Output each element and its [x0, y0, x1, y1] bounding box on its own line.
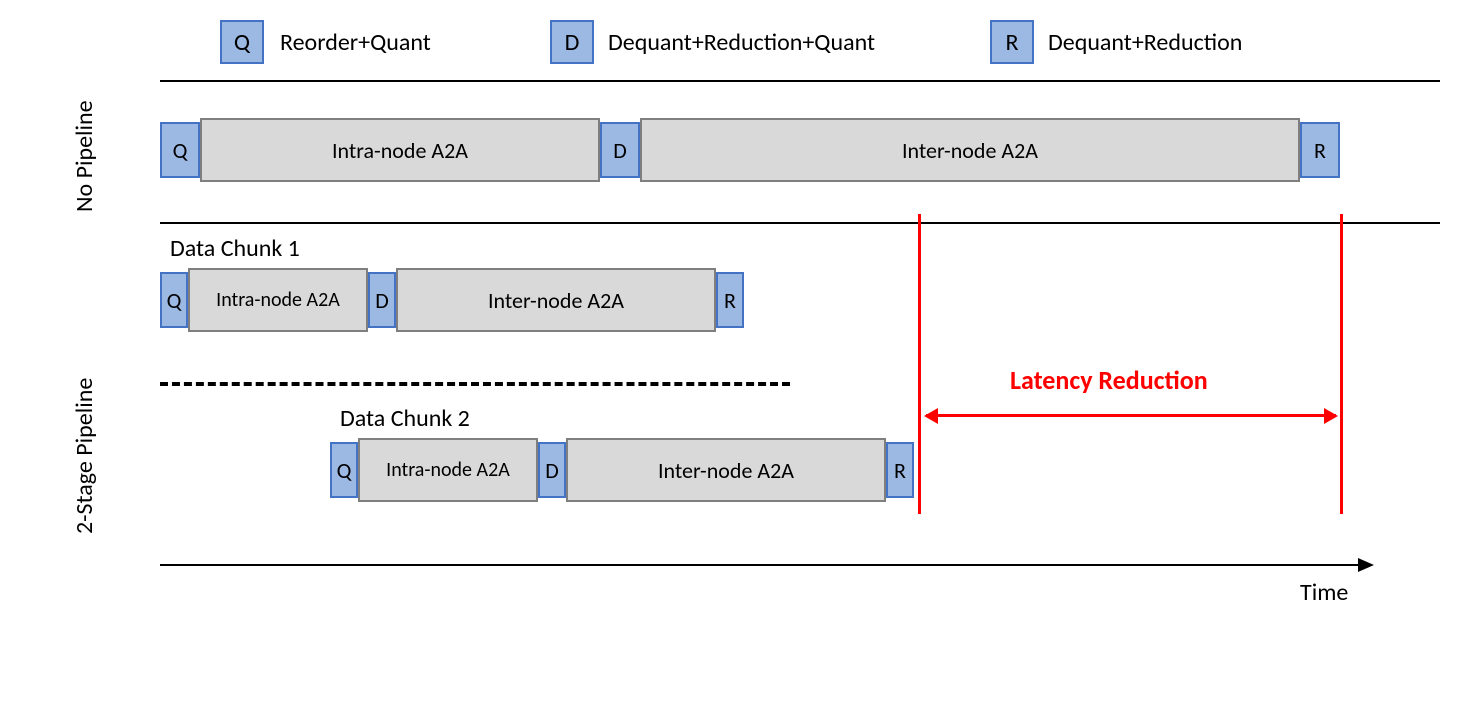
- no-pipeline-block: D: [600, 122, 640, 178]
- row-label-2stage: 2-Stage Pipeline: [70, 378, 99, 534]
- chunk2-block: D: [538, 442, 566, 498]
- dashed-divider: [160, 382, 790, 386]
- legend-row: Q Reorder+Quant D Dequant+Reduction+Quant RD…: [160, 20, 1440, 70]
- chunk1-block: Inter-node A2A: [396, 268, 716, 332]
- legend-box-d: D: [550, 20, 594, 64]
- chunk2-block: R: [886, 442, 914, 498]
- chunk1-block: R: [716, 272, 744, 328]
- legend-box-r: R: [990, 20, 1034, 64]
- red-vline-end: [1340, 214, 1343, 514]
- latency-reduction-label: Latency Reduction: [1010, 364, 1208, 396]
- chunk1-block: Intra-node A2A: [188, 268, 368, 332]
- chunk2-label: Data Chunk 2: [340, 404, 470, 433]
- time-axis-label: Time: [1300, 578, 1348, 607]
- chunk2-block: Intra-node A2A: [358, 438, 538, 502]
- pipeline-diagram: QReorder+QuantDDequant+Reduction+QuantRD…: [80, 20, 1440, 624]
- no-pipeline-block: Inter-node A2A: [640, 118, 1300, 182]
- latency-reduction-arrow: [926, 414, 1336, 417]
- chunk2-block: Q: [330, 442, 358, 498]
- time-axis-arrowhead: [1358, 558, 1374, 572]
- chunk1-block: D: [368, 272, 396, 328]
- legend-label-d: Dequant+Reduction+Quant: [608, 28, 875, 57]
- legend-label-q: Reorder+Quant: [280, 28, 431, 57]
- no-pipeline-block: R: [1300, 122, 1340, 178]
- chunk1-label: Data Chunk 1: [170, 234, 300, 263]
- time-axis-container: Time: [80, 564, 1440, 624]
- red-vline-start: [918, 214, 921, 514]
- arrow-head-left: [924, 408, 938, 424]
- legend-label-r: Dequant+Reduction: [1048, 28, 1242, 57]
- legend-box-q: Q: [220, 20, 264, 64]
- time-axis-line: [160, 564, 1360, 566]
- arrow-head-right: [1324, 408, 1338, 424]
- chunk1-block: Q: [160, 272, 188, 328]
- row-no-pipeline: No Pipeline QIntra-node A2ADInter-node A…: [80, 82, 1440, 212]
- no-pipeline-block: Intra-node A2A: [200, 118, 600, 182]
- row-label-no-pipeline: No Pipeline: [70, 100, 99, 212]
- row-2stage-pipeline: 2-Stage Pipeline Data Chunk 1 QIntra-nod…: [80, 224, 1440, 564]
- no-pipeline-block: Q: [160, 122, 200, 178]
- chunk2-block: Inter-node A2A: [566, 438, 886, 502]
